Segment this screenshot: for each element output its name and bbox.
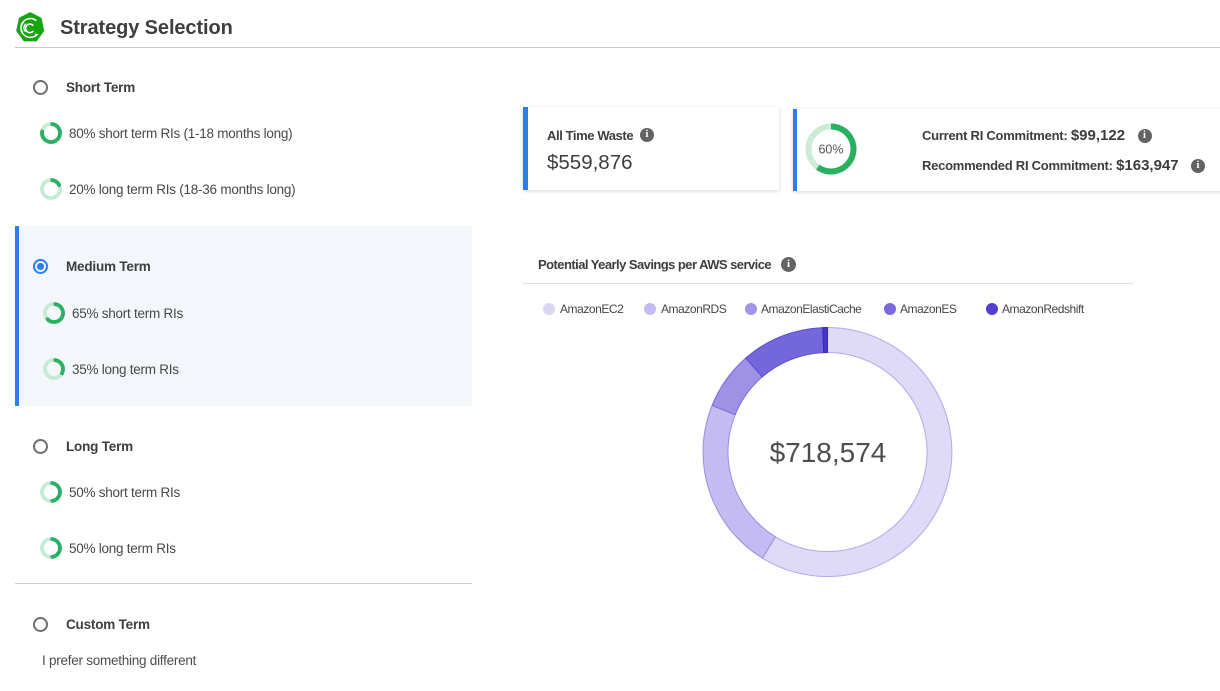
svg-text:60%: 60%	[818, 143, 843, 157]
svg-text:$718,574: $718,574	[770, 437, 887, 468]
